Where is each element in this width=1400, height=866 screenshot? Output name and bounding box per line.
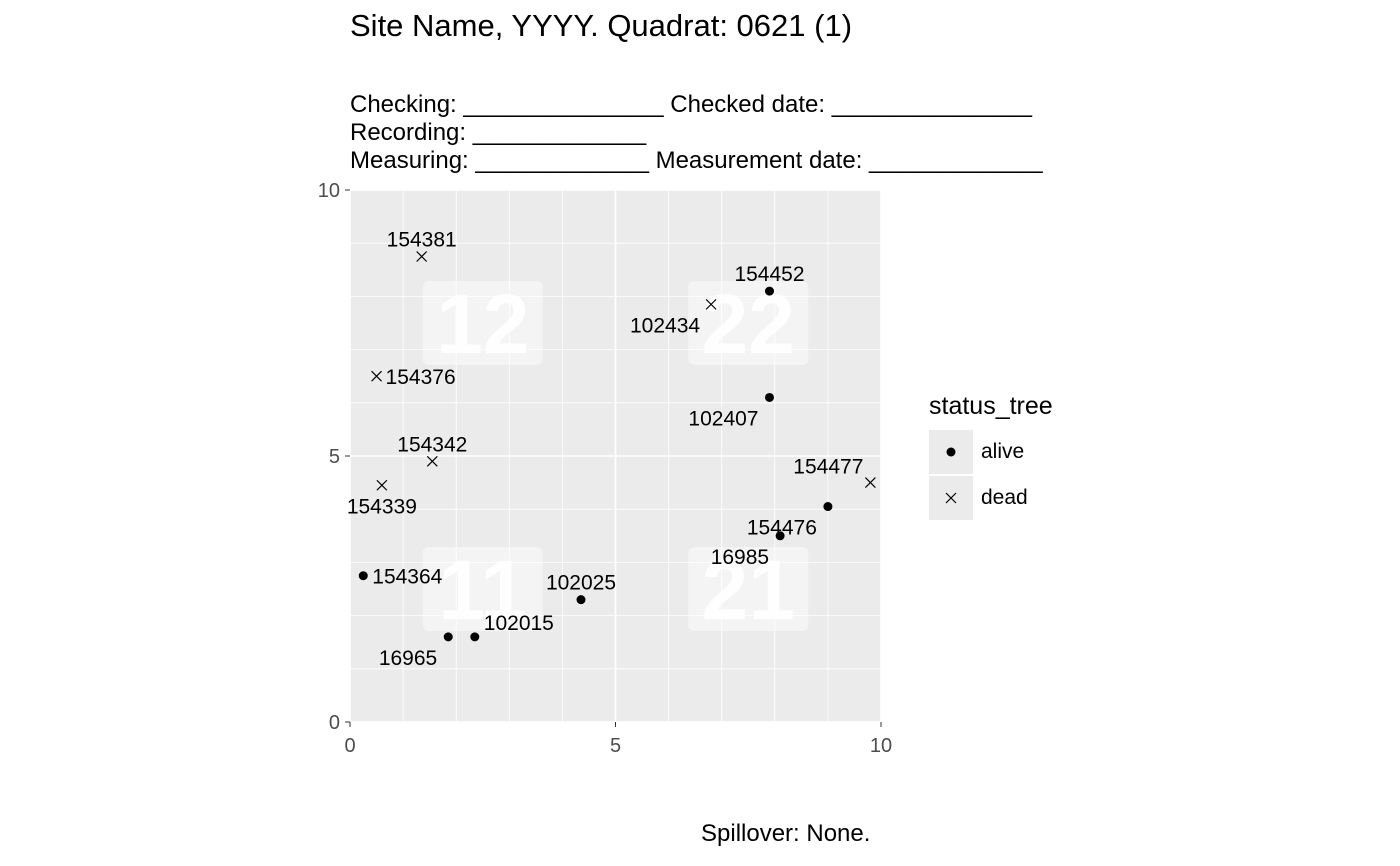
point-label: 154339 [347,495,417,518]
point-alive [823,502,833,512]
legend: status_tree alive dead [929,392,1053,521]
point-dead [416,251,428,262]
chart-title: Site Name, YYYY. Quadrat: 0621 (1) [350,8,853,43]
subquadrat-label: 22 [702,277,795,371]
point-dead [426,455,438,467]
point-label: 102025 [546,572,616,595]
subquadrat-label-box [688,547,809,631]
point-label: 16965 [379,647,437,670]
point-label: 154364 [372,566,442,589]
point-label: 154376 [386,366,456,389]
subquadrat-label-box [688,281,809,365]
subquadrat-label-box [422,281,543,365]
point-alive [470,632,480,642]
legend-title: status_tree [929,392,1053,420]
y-tick-label: 0 [329,712,340,734]
x-tick-label: 5 [610,735,621,757]
y-tick-label: 10 [318,180,340,202]
subquadrat-label: 12 [436,277,529,371]
point-label: 154477 [793,456,863,479]
point-dead [371,370,382,382]
subquadrat-label: 21 [702,543,795,637]
dead-marker-icon [929,476,973,520]
recording-line: Recording: _____________ [350,119,647,146]
alive-marker-icon [929,430,973,474]
point-label: 16985 [711,546,769,569]
point-label: 154452 [734,263,804,286]
point-dead [376,479,388,491]
point-alive [764,286,774,296]
point-alive [775,531,785,541]
point-alive [443,632,453,642]
checking-line: Checking: _______________ Checked date: … [350,91,1032,118]
x-tick-label: 10 [870,735,892,757]
point-alive [358,571,368,581]
subquadrat-label: 11 [438,543,527,637]
legend-item-alive: alive [929,429,1053,475]
spillover-caption: Spillover: None. [701,820,871,847]
y-tick-label: 5 [329,446,340,468]
legend-label-alive: alive [981,440,1025,463]
legend-label-dead: dead [981,486,1028,509]
point-alive [576,595,586,605]
point-label: 102015 [484,612,554,635]
legend-item-dead: dead [929,475,1053,521]
point-label: 154381 [387,229,457,252]
point-label: 154342 [397,433,467,456]
subquadrat-label-box [422,547,543,631]
point-dead [864,477,876,489]
measuring-line: Measuring: _____________ Measurement dat… [350,147,1043,174]
point-label: 102407 [688,407,758,430]
point-label: 102434 [630,314,700,337]
point-alive [764,392,774,402]
point-dead [705,298,717,310]
point-label: 154476 [747,517,817,540]
x-tick-label: 0 [344,735,355,757]
